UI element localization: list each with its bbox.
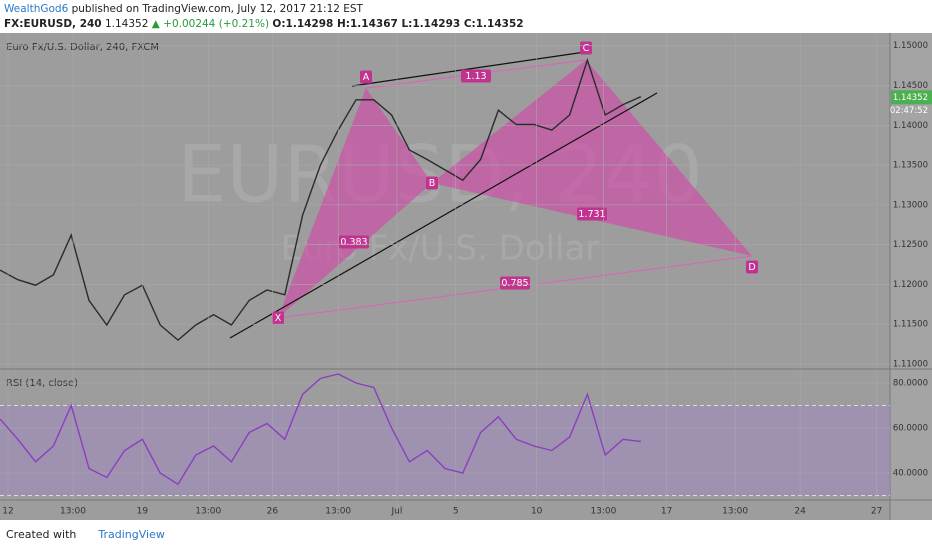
last-price-label: 1.14352 — [893, 93, 928, 103]
x-tick-label: Jul — [391, 507, 403, 517]
y-tick-label: 1.14000 — [893, 121, 928, 131]
footer: Created with TradingView — [6, 528, 165, 541]
series-line — [0, 373, 641, 486]
annotation-box — [580, 41, 592, 55]
annotation-box — [272, 311, 284, 325]
x-tick-label: 24 — [794, 507, 806, 517]
x-tick-label: 26 — [267, 507, 279, 517]
annotation-box — [360, 70, 372, 84]
y-tick-label: 60.0000 — [893, 424, 928, 434]
y-tick-label: 1.12500 — [893, 240, 928, 250]
rsi-title: RSI (14, close) — [6, 378, 78, 389]
change: ▲ +0.00244 (+0.21%) — [151, 18, 270, 30]
last-price: 1.14352 — [104, 18, 149, 30]
annotation-box — [426, 176, 438, 190]
annotation-box — [577, 207, 607, 221]
x-tick-label: 12 — [2, 507, 13, 517]
annotation: 0.383 — [340, 237, 367, 248]
annotation: B — [429, 178, 436, 189]
brand[interactable]: TradingView — [98, 528, 165, 541]
y-tick-label: 1.12000 — [893, 280, 928, 290]
ohlc: O:1.14298 H:1.14367 L:1.14293 C:1.14352 — [272, 18, 524, 30]
x-tick-label: 10 — [531, 507, 543, 517]
y-tick-label: 1.11000 — [893, 360, 928, 370]
annotation-box — [339, 235, 369, 249]
x-tick-label: 17 — [661, 507, 672, 517]
series-line — [0, 57, 642, 342]
harmonic-pattern: X A B C D 0.383 1.13 1.731 0.785 — [229, 41, 758, 339]
y-tick-label: 1.13500 — [893, 161, 928, 171]
annotation-box — [746, 260, 758, 274]
trend-line — [351, 51, 586, 87]
countdown: 02:47:52 — [890, 106, 928, 116]
created-with: Created with — [6, 528, 77, 541]
x-tick-label: 5 — [453, 507, 459, 517]
annotation: X — [275, 313, 282, 324]
annotation: 1.13 — [465, 71, 486, 82]
symbol: FX:EURUSD, 240 — [4, 18, 102, 30]
rsi-band — [0, 405, 890, 496]
pattern-xab — [278, 88, 432, 318]
x-tick-label: 13:00 — [60, 507, 86, 517]
y-tick-label: 40.0000 — [893, 469, 928, 479]
price-axis-background — [890, 33, 932, 520]
x-tick-label: 13:00 — [195, 507, 221, 517]
author[interactable]: WealthGod6 — [4, 3, 69, 15]
y-tick-label: 1.14500 — [893, 81, 928, 91]
annotation: 0.785 — [501, 278, 528, 289]
annotation: 1.731 — [578, 209, 605, 220]
published: published on TradingView.com, July 12, 2… — [71, 3, 363, 15]
x-tick-label: 13:00 — [325, 507, 351, 517]
annotation-box — [500, 276, 530, 290]
x-tick-label: 27 — [871, 507, 882, 517]
y-tick-label: 1.13000 — [893, 200, 928, 210]
x-tick-label: 13:00 — [722, 507, 748, 517]
header: WealthGod6 published on TradingView.com,… — [4, 2, 524, 32]
last-price-box — [891, 90, 932, 105]
pattern-bcd — [432, 60, 752, 256]
annotation: D — [748, 262, 755, 273]
y-tick-label: 1.15000 — [893, 41, 928, 51]
trend-line — [229, 92, 658, 339]
y-tick-label: 1.11500 — [893, 320, 928, 330]
annotation: C — [583, 43, 590, 54]
y-tick-label: 80.0000 — [893, 379, 928, 389]
chart-title: Euro Fx/U.S. Dollar, 240, FXCM — [6, 42, 159, 53]
x-tick-label: 13:00 — [590, 507, 616, 517]
annotation-box — [461, 69, 491, 83]
x-tick-label: 19 — [137, 507, 149, 517]
annotation: A — [363, 72, 370, 83]
